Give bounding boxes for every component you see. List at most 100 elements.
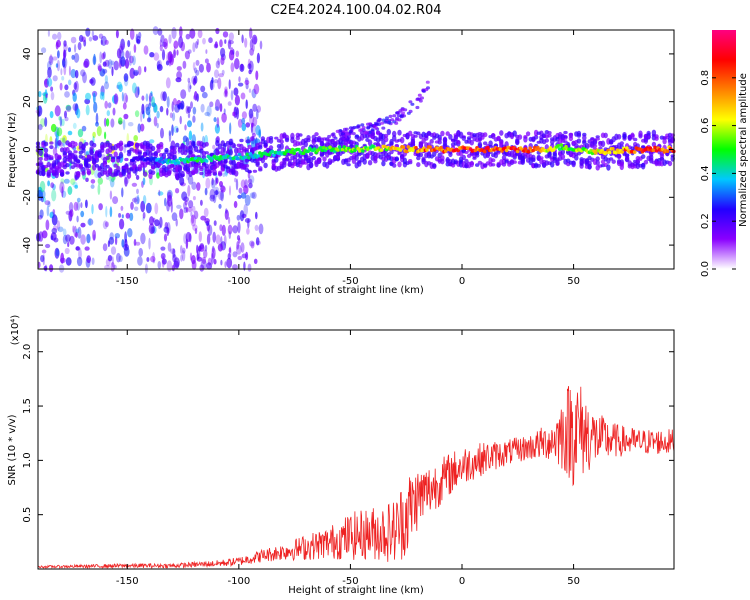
heatmap-cell <box>228 79 231 90</box>
heatmap-cell <box>220 259 223 266</box>
heatmap-cell <box>461 154 466 161</box>
heatmap-cell <box>180 245 183 254</box>
heatmap-cell <box>414 145 418 150</box>
heatmap-cell <box>239 210 245 222</box>
heatmap-cell <box>65 257 72 266</box>
heatmap-cell <box>234 177 237 183</box>
heatmap-cell <box>394 157 399 162</box>
heatmap-cell <box>215 150 220 156</box>
heatmap-cell <box>185 33 191 40</box>
heatmap-cell <box>158 189 161 197</box>
heatmap-cell <box>44 117 48 127</box>
heatmap-cell <box>206 233 211 245</box>
heatmap-cell <box>194 156 198 160</box>
heatmap-cell <box>408 109 413 113</box>
heatmap-cell <box>56 59 61 72</box>
heatmap-cell <box>72 225 75 233</box>
heatmap-cell <box>607 150 612 155</box>
heatmap-cell <box>171 27 177 39</box>
heatmap-cell <box>232 111 236 117</box>
heatmap-cell <box>169 53 174 66</box>
heatmap-cell <box>667 132 673 138</box>
heatmap-cell <box>206 262 213 270</box>
heatmap-cell <box>582 140 587 145</box>
heatmap-cell <box>230 62 235 73</box>
heatmap-cell <box>108 167 113 174</box>
heatmap-cell <box>141 95 145 101</box>
heatmap-cell <box>70 178 76 185</box>
heatmap-cell <box>171 264 175 271</box>
heatmap-cell <box>194 227 198 235</box>
heatmap-cell <box>375 142 381 147</box>
heatmap-cell <box>215 177 219 184</box>
heatmap-cell <box>345 132 350 136</box>
heatmap-cell <box>249 39 254 50</box>
heatmap-cell <box>216 117 220 128</box>
heatmap-cell <box>661 147 665 152</box>
heatmap-cell <box>164 147 169 153</box>
heatmap-cell <box>187 112 191 119</box>
heatmap-cell <box>547 131 552 135</box>
heatmap-cell <box>184 50 190 60</box>
heatmap-cell <box>251 132 256 138</box>
heatmap-cell <box>76 197 81 203</box>
heatmap-cell <box>445 131 450 136</box>
heatmap-cell <box>128 55 134 64</box>
heatmap-cell <box>168 34 172 44</box>
heatmap-cell <box>557 147 562 151</box>
heatmap-cell <box>287 158 292 163</box>
heatmap-cell <box>187 175 194 185</box>
heatmap-cell <box>183 207 187 214</box>
heatmap-cell <box>164 197 167 207</box>
heatmap-cell <box>654 149 659 153</box>
heatmap-cell <box>274 136 279 140</box>
heatmap-cell <box>38 160 43 166</box>
heatmap-cell <box>356 125 361 129</box>
heatmap-cell <box>381 160 386 167</box>
heatmap-cell <box>230 47 234 56</box>
heatmap-cell <box>254 224 259 231</box>
heatmap-cell <box>241 117 246 125</box>
heatmap-cell <box>149 216 154 226</box>
heatmap-cell <box>72 92 77 103</box>
heatmap-cell <box>336 148 340 152</box>
heatmap-cell <box>244 37 248 48</box>
heatmap-cell <box>410 102 415 106</box>
heatmap-cell <box>373 159 378 164</box>
heatmap-cell <box>317 157 322 164</box>
heatmap-cell <box>308 161 314 169</box>
heatmap-cell <box>624 156 630 162</box>
heatmap-cell <box>552 152 557 160</box>
heatmap-cell <box>85 199 88 209</box>
heatmap-cell <box>394 121 399 125</box>
heatmap-cell <box>130 201 134 210</box>
heatmap-cell <box>49 141 54 145</box>
heatmap-cell <box>185 206 189 213</box>
heatmap-cell <box>258 145 263 150</box>
heatmap-cell <box>134 206 139 212</box>
heatmap-cell <box>143 45 149 55</box>
heatmap-cell <box>600 140 606 148</box>
heatmap-cell <box>104 100 108 109</box>
heatmap-cell <box>424 88 429 92</box>
heatmap-cell <box>239 138 244 143</box>
heatmap-cell <box>212 169 217 176</box>
heatmap-cell <box>651 148 656 152</box>
heatmap-cell <box>98 203 103 211</box>
heatmap-cell <box>97 183 101 196</box>
heatmap-cell <box>179 208 184 220</box>
heatmap-cell <box>69 209 74 218</box>
heatmap-cell <box>54 171 59 179</box>
heatmap-cell <box>52 225 58 231</box>
colorbar-tick-label: 0.0 <box>700 261 711 277</box>
heatmap-cell <box>68 79 72 86</box>
heatmap-cell <box>630 132 635 140</box>
heatmap-cell <box>110 158 116 163</box>
heatmap-cell <box>129 141 134 147</box>
heatmap-cell <box>152 259 155 264</box>
heatmap-cell <box>60 252 65 264</box>
heatmap-cell <box>123 92 128 104</box>
heatmap-cell <box>374 126 378 130</box>
heatmap-cell <box>211 177 214 186</box>
heatmap-cell <box>440 158 445 165</box>
